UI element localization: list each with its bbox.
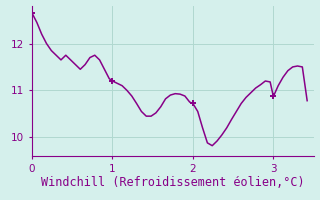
X-axis label: Windchill (Refroidissement éolien,°C): Windchill (Refroidissement éolien,°C) — [41, 176, 305, 189]
